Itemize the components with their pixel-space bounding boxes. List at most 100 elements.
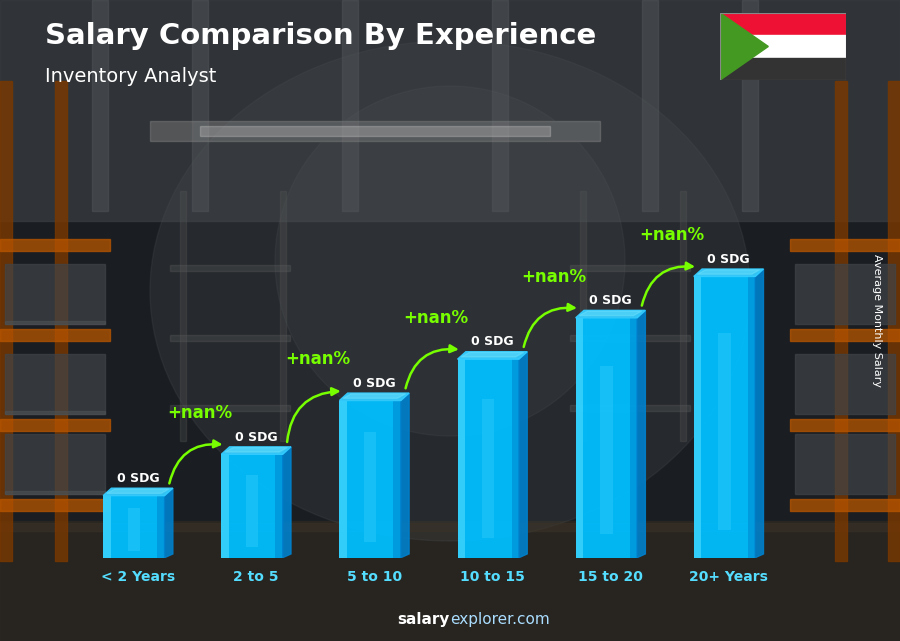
Bar [576,318,637,558]
Bar [457,359,519,558]
Polygon shape [107,489,169,494]
Bar [180,191,186,441]
Polygon shape [283,447,291,558]
Bar [492,0,508,211]
Bar [275,454,283,558]
Bar [5,321,105,324]
Bar [742,0,758,211]
Bar [221,454,283,558]
Bar [393,401,400,558]
Bar [600,366,613,534]
Polygon shape [720,13,769,80]
Bar [192,0,208,211]
Polygon shape [698,270,760,274]
Polygon shape [637,310,645,558]
Bar [364,432,376,542]
Bar [0,329,110,341]
Bar [795,434,895,494]
Ellipse shape [275,86,625,436]
Bar [580,191,586,441]
Polygon shape [221,447,291,454]
Bar [55,81,67,561]
Text: 0 SDG: 0 SDG [471,335,514,349]
Bar [718,333,731,529]
Bar [482,399,494,538]
Polygon shape [580,311,642,315]
Bar [457,359,465,558]
Text: Salary Comparison By Experience: Salary Comparison By Experience [45,22,596,51]
Text: 2 to 5: 2 to 5 [233,570,279,584]
Text: +nan%: +nan% [639,226,705,244]
Bar [246,475,258,547]
Polygon shape [104,488,173,495]
Bar [795,354,895,414]
Text: 10 to 15: 10 to 15 [460,570,525,584]
Bar [790,499,900,511]
Text: 0 SDG: 0 SDG [590,294,632,307]
Bar [790,419,900,431]
Text: 15 to 20: 15 to 20 [578,570,643,584]
Text: 0 SDG: 0 SDG [707,253,750,266]
Bar [790,329,900,341]
Bar [795,264,895,324]
Polygon shape [519,352,527,558]
Bar [170,405,290,411]
Bar [5,434,105,494]
Polygon shape [694,269,763,276]
Bar [170,265,290,271]
Bar [630,318,637,558]
Bar [570,265,690,271]
Polygon shape [165,488,173,558]
Text: 0 SDG: 0 SDG [235,431,277,444]
Bar [720,58,846,80]
Bar [5,264,105,324]
Polygon shape [339,393,410,401]
Bar [170,335,290,341]
Bar [790,239,900,251]
Text: Average Monthly Salary: Average Monthly Salary [872,254,883,387]
Text: 0 SDG: 0 SDG [117,472,159,485]
Text: +nan%: +nan% [403,309,468,327]
Bar [694,276,755,558]
Text: +nan%: +nan% [166,404,232,422]
Text: 0 SDG: 0 SDG [353,377,396,390]
Polygon shape [225,447,287,452]
Bar [0,0,900,221]
Text: +nan%: +nan% [285,350,350,369]
Bar [680,191,686,441]
Bar [511,359,519,558]
Bar [0,523,900,531]
Bar [158,495,165,558]
Bar [92,0,108,211]
Bar [570,335,690,341]
Text: salary: salary [398,612,450,627]
Text: +nan%: +nan% [521,267,587,285]
Bar [200,126,550,136]
Polygon shape [457,352,527,359]
Bar [128,508,140,551]
Text: < 2 Years: < 2 Years [101,570,176,584]
Bar [150,121,600,141]
Bar [720,35,846,58]
Bar [104,495,111,558]
Bar [5,411,105,414]
Bar [104,495,165,558]
Bar [342,0,358,211]
Text: Inventory Analyst: Inventory Analyst [45,67,216,87]
Bar [0,239,110,251]
Bar [0,419,110,431]
Bar [0,499,110,511]
Polygon shape [343,394,406,398]
Polygon shape [461,353,524,357]
Text: explorer.com: explorer.com [450,612,550,627]
Polygon shape [576,310,645,318]
Polygon shape [400,393,410,558]
Bar [576,318,583,558]
Bar [339,401,400,558]
Bar [642,0,658,211]
Polygon shape [755,269,763,558]
Bar [0,81,12,561]
Bar [835,81,847,561]
Text: 5 to 10: 5 to 10 [346,570,401,584]
Bar [888,81,900,561]
